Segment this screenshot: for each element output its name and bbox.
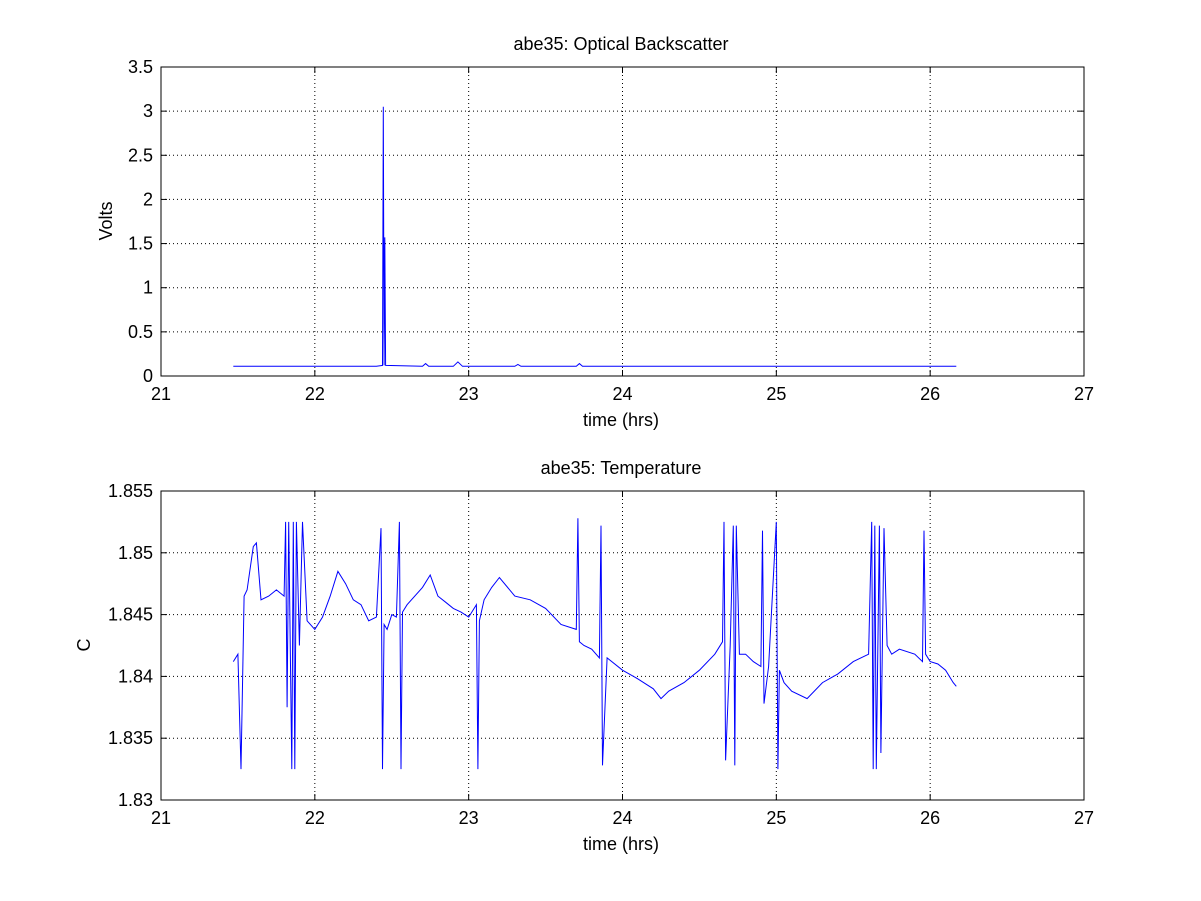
optical-backscatter-x-tick-label: 21 — [151, 384, 171, 404]
optical-backscatter-y-tick-label: 1 — [143, 278, 153, 298]
temperature-panel: abe35: Temperature 21 22 23 24 25 26 27 1.831.… — [74, 458, 1094, 854]
temperature-y-tick-label: 1.85 — [118, 543, 153, 563]
optical-backscatter-title: abe35: Optical Backscatter — [513, 34, 728, 54]
temperature-x-tick-label: 21 — [151, 808, 171, 828]
temperature-y-axis-label: C — [74, 639, 94, 652]
temperature-x-tick-label: 25 — [766, 808, 786, 828]
optical-backscatter-y-tick-label: 0.5 — [128, 322, 153, 342]
temperature-y-tick-label: 1.845 — [108, 605, 153, 625]
optical-backscatter-y-tick-label: 3.5 — [128, 57, 153, 77]
temperature-axes-frame — [160, 490, 1085, 801]
optical-backscatter-x-tick-label: 22 — [305, 384, 325, 404]
optical-backscatter-panel: abe35: Optical Backscatter 21 22 23 24 25 26 2… — [96, 34, 1094, 430]
temperature-y-tick-labels: 1.83 1.835 1.84 1.845 1.85 1.855 — [108, 481, 153, 810]
temperature-x-tick-label: 27 — [1074, 808, 1094, 828]
optical-backscatter-y-tick-label: 0 — [143, 366, 153, 386]
optical-backscatter-y-axis-label: Volts — [96, 201, 116, 240]
temperature-series-line — [232, 518, 957, 770]
temperature-x-tick-label: 22 — [305, 808, 325, 828]
optical-backscatter-x-tick-labels: 21 22 23 24 25 26 27 — [151, 384, 1094, 404]
optical-backscatter-y-tick-label: 3 — [143, 101, 153, 121]
temperature-y-tick-label: 1.855 — [108, 481, 153, 501]
optical-backscatter-y-tick-labels: 0 0.5 1 1.5 2 2.5 3 3.5 — [128, 57, 153, 386]
optical-backscatter-y-tick-label: 2 — [143, 189, 153, 209]
temperature-x-tick-label: 24 — [612, 808, 632, 828]
optical-backscatter-x-tick-label: 27 — [1074, 384, 1094, 404]
temperature-y-tick-label: 1.83 — [118, 790, 153, 810]
optical-backscatter-x-tick-label: 23 — [459, 384, 479, 404]
temperature-x-tick-label: 23 — [459, 808, 479, 828]
optical-backscatter-y-tick-label: 1.5 — [128, 234, 153, 254]
optical-backscatter-axes-frame — [160, 66, 1085, 377]
temperature-x-tick-labels: 21 22 23 24 25 26 27 — [151, 808, 1094, 828]
optical-backscatter-y-tick-label: 2.5 — [128, 145, 153, 165]
optical-backscatter-x-axis-label: time (hrs) — [583, 410, 659, 430]
optical-backscatter-x-tick-label: 25 — [766, 384, 786, 404]
temperature-x-tick-label: 26 — [920, 808, 940, 828]
optical-backscatter-series-line — [233, 106, 957, 367]
temperature-x-axis-label: time (hrs) — [583, 834, 659, 854]
temperature-title: abe35: Temperature — [541, 458, 702, 478]
optical-backscatter-x-tick-label: 26 — [920, 384, 940, 404]
temperature-y-tick-label: 1.84 — [118, 666, 153, 686]
temperature-y-tick-label: 1.835 — [108, 728, 153, 748]
optical-backscatter-x-tick-label: 24 — [612, 384, 632, 404]
